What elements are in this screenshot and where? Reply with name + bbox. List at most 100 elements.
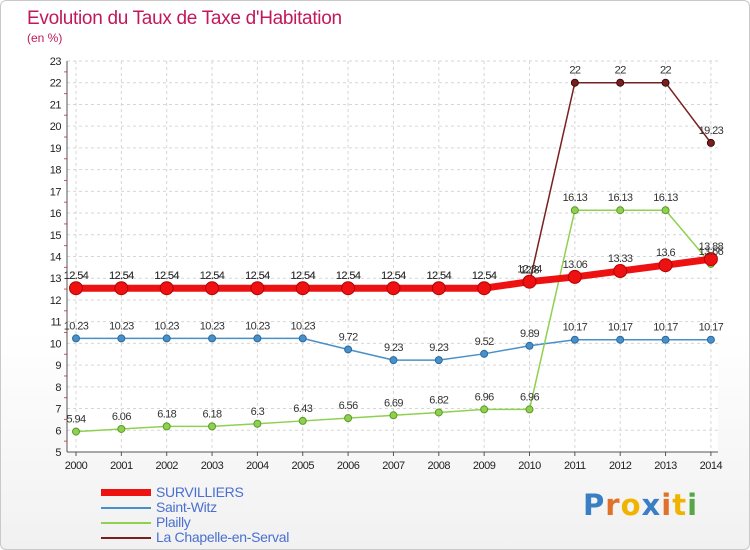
data-label: 12.54: [200, 270, 225, 282]
data-label: 12.8: [520, 265, 539, 277]
y-tick-label: 20: [50, 121, 62, 133]
data-label: 12.54: [109, 270, 134, 282]
data-label: 10.23: [200, 320, 225, 332]
logo-letter: i: [687, 488, 699, 522]
y-tick-label: 12: [50, 295, 62, 307]
y-tick-label: 7: [55, 404, 61, 416]
data-point: [434, 408, 443, 417]
legend-label: Plailly: [156, 514, 191, 530]
data-point: [570, 78, 579, 87]
data-label: 12.54: [290, 270, 315, 282]
data-point: [208, 422, 217, 431]
data-label: 13.33: [608, 253, 633, 265]
data-label: 6.96: [475, 391, 494, 403]
data-point: [706, 138, 715, 147]
x-tick-label: 2004: [246, 460, 269, 472]
data-label: 13.88: [699, 241, 724, 253]
data-label: 12.54: [154, 270, 179, 282]
data-point: [389, 411, 398, 420]
data-point: [431, 281, 446, 296]
y-tick-label: 18: [50, 165, 62, 177]
data-label: 9.23: [384, 342, 403, 354]
data-point: [72, 334, 80, 343]
y-tick-label: 19: [50, 143, 62, 155]
proxiti-logo: Proxiti: [583, 488, 698, 522]
data-label: 10.17: [699, 322, 724, 334]
data-point: [117, 424, 126, 433]
data-point: [114, 281, 129, 296]
logo-letter: t: [672, 488, 688, 522]
data-label: 22: [615, 65, 627, 77]
legend-swatch: [101, 506, 151, 509]
y-tick-label: 17: [50, 186, 62, 198]
data-point: [661, 78, 670, 87]
data-label: 12.54: [154, 270, 179, 282]
data-point: [341, 281, 356, 296]
legend-label: Saint-Witz: [156, 499, 217, 515]
logo-letter: P: [583, 488, 606, 522]
y-tick-label: 22: [50, 78, 62, 90]
x-tick-label: 2003: [201, 460, 224, 472]
data-label: 10.23: [245, 320, 270, 332]
data-point: [250, 281, 265, 296]
data-label: 22: [660, 65, 672, 77]
legend-label: SURVILLIERS: [156, 484, 244, 500]
y-tick-label: 13: [50, 273, 62, 285]
data-point: [298, 416, 307, 425]
data-point: [298, 334, 307, 343]
data-label: 9.72: [339, 331, 358, 343]
data-label: 6.69: [384, 397, 403, 409]
data-label: 6.56: [339, 400, 358, 412]
data-label: 6.43: [293, 403, 312, 415]
y-tick-label: 23: [50, 56, 62, 68]
data-label: 10.23: [64, 320, 89, 332]
x-tick-label: 2008: [428, 460, 451, 472]
data-point: [567, 269, 582, 284]
data-label: 12.54: [200, 270, 225, 282]
y-tick-label: 16: [50, 208, 62, 220]
data-point: [477, 281, 492, 296]
data-point: [386, 281, 401, 296]
data-label: 12.54: [245, 270, 270, 282]
data-point: [706, 335, 715, 344]
x-tick-label: 2000: [65, 460, 88, 472]
data-label: 12.54: [336, 270, 361, 282]
data-point: [253, 419, 262, 428]
data-label: 12.54: [381, 270, 406, 282]
y-tick-label: 14: [50, 252, 62, 264]
data-point: [389, 356, 398, 365]
data-label: 10.23: [154, 320, 179, 332]
data-label: 10.17: [653, 322, 678, 334]
logo-letter: o: [620, 488, 642, 522]
data-label: 13.6: [656, 247, 675, 259]
x-tick-label: 2006: [337, 460, 360, 472]
data-point: [162, 422, 171, 431]
data-point: [344, 414, 353, 423]
x-tick-label: 2001: [110, 460, 133, 472]
x-tick-label: 2007: [382, 460, 405, 472]
x-tick-label: 2014: [700, 460, 723, 472]
chart-title: Evolution du Taux de Taxe d'Habitation: [27, 8, 342, 29]
data-label: 16.13: [563, 192, 588, 204]
y-tick-label: 8: [55, 382, 61, 394]
chart-unit: (en %): [27, 31, 63, 45]
x-tick-label: 2012: [609, 460, 632, 472]
data-label: 12.54: [472, 270, 497, 282]
data-label: 16.13: [653, 192, 678, 204]
data-point: [661, 335, 670, 344]
y-tick-label: 6: [55, 425, 61, 437]
data-label: 12.54: [472, 270, 497, 282]
data-label: 9.23: [429, 342, 448, 354]
data-point: [295, 281, 310, 296]
data-label: 12.54: [109, 270, 134, 282]
x-tick-label: 2009: [473, 460, 496, 472]
y-tick-label: 5: [55, 447, 61, 459]
x-tick-label: 2013: [654, 460, 677, 472]
data-label: 12.54: [427, 270, 452, 282]
x-tick-label: 2002: [155, 460, 178, 472]
data-label: 6.3: [251, 406, 265, 418]
data-point: [480, 405, 489, 414]
data-point: [344, 345, 353, 354]
data-label: 12.54: [427, 270, 452, 282]
